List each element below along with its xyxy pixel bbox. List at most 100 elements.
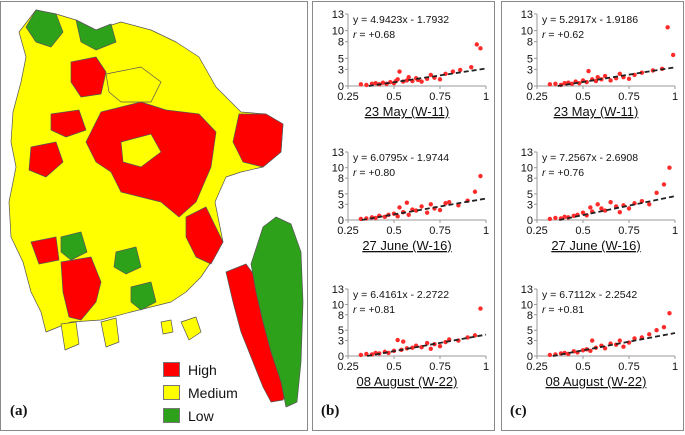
r-label: r = +0.62 [542, 29, 584, 41]
data-point [647, 202, 652, 207]
data-point [406, 212, 411, 217]
data-point [437, 77, 443, 82]
data-point [404, 200, 410, 205]
scatter-chart-c-2: 0 35 810 13 0.25 0.5 0.75 1 y = 7.2567x - 2.6908… [521, 147, 678, 253]
y-tick-label: 3 [527, 64, 533, 76]
legend-swatch-high [163, 362, 180, 377]
data-point [450, 69, 456, 74]
y-tick-label: 5 [527, 189, 533, 201]
data-point [590, 338, 595, 343]
data-point [406, 74, 411, 80]
scatter-chart-c-3: 0 35 810 13 0.25 0.5 0.75 1 y = 6.7112x - 2.2542… [521, 284, 678, 389]
data-point [397, 205, 402, 210]
chart-title: 08 August (W-22) [546, 374, 647, 389]
data-point [599, 206, 604, 211]
map-region-north-low [75, 19, 117, 51]
y-tick-label: 3 [527, 336, 533, 348]
scatter-chart-b-2: 0 35 810 13 0.25 0.5 0.75 1 y = 6.0795x - 1.9744… [332, 147, 489, 253]
x-tick-label: 0.75 [618, 361, 639, 373]
data-point [428, 72, 433, 78]
trend-line [557, 66, 676, 87]
map-region-south-high [30, 236, 60, 265]
r-value: = +0.81 [359, 304, 395, 316]
x-tick-label: 0.25 [526, 361, 547, 373]
data-point [397, 69, 402, 74]
trend-line [368, 67, 487, 87]
data-point [617, 209, 622, 215]
legend-item-low: Low [163, 404, 238, 427]
panel-b-scatter-group: 0 3 5 8 10 13 0.25 0.5 0.75 1 y = 4.9423x - 1.7932… [312, 1, 495, 431]
data-point [661, 182, 667, 187]
equation-label: y = 7.2567x - 2.6908 [542, 152, 638, 164]
data-point [602, 73, 608, 79]
data-point [654, 190, 659, 195]
legend-swatch-medium [163, 385, 180, 400]
legend-label-medium: Medium [188, 384, 238, 401]
y-tick-label: 10 [332, 163, 344, 175]
y-tick-label: 0 [338, 351, 344, 363]
y-tick-label: 10 [521, 299, 533, 311]
data-point [395, 337, 400, 343]
data-point [626, 206, 632, 211]
x-tick-label: 0.5 [575, 361, 590, 373]
map-region-island-3 [100, 317, 120, 348]
y-tick-label: 5 [338, 189, 344, 201]
scatter-chart-b-3: 0 35 810 13 0.25 0.5 0.75 1 y = 6.4161x - 2.2722… [332, 284, 489, 389]
data-point [478, 306, 483, 311]
equation-label: y = 6.7112x - 2.2542 [542, 289, 637, 301]
r-label: r = +0.80 [353, 167, 395, 179]
data-point [667, 165, 672, 170]
panel-label-b: (b) [321, 403, 340, 419]
data-point [661, 324, 667, 330]
data-point [428, 202, 433, 207]
data-point [424, 210, 430, 215]
r-symbol: r [353, 167, 359, 179]
y-tick-label: 5 [527, 53, 533, 65]
data-point [547, 352, 553, 358]
data-point [547, 82, 553, 87]
r-value: = +0.68 [359, 29, 395, 41]
r-symbol: r [542, 167, 548, 179]
r-value: = +0.80 [359, 167, 395, 179]
data-point [595, 74, 600, 80]
y-tick-label: 5 [527, 325, 533, 337]
data-point [380, 80, 386, 85]
y-tick-label: 13 [521, 9, 533, 21]
x-tick-label: 0.5 [575, 225, 590, 237]
data-point [401, 339, 406, 344]
data-point [478, 173, 483, 179]
x-tick-label: 0.75 [618, 225, 639, 237]
chart-title: 23 May (W-11) [554, 104, 639, 119]
map-region-central-low [60, 231, 88, 261]
legend-label-high: High [188, 361, 217, 378]
x-tick-label: 1 [483, 361, 489, 373]
y-tick-label: 8 [527, 310, 533, 322]
data-point [569, 81, 575, 86]
scatter-chart-c-1: 0 35 810 13 0.25 0.5 0.75 1 y = 5.2917x - 1.9186… [521, 9, 678, 119]
map-region-westcentral-high [50, 109, 87, 138]
chart-title: 08 August (W-22) [357, 374, 458, 389]
trend-line [367, 333, 487, 357]
x-tick-label: 1 [483, 91, 489, 103]
risk-map [8, 9, 304, 408]
data-point [413, 208, 419, 213]
y-tick-label: 3 [338, 64, 344, 76]
data-point [404, 78, 410, 83]
r-label: r = +0.76 [542, 167, 584, 179]
data-point [586, 68, 591, 74]
x-tick-label: 1 [483, 225, 489, 237]
data-point [458, 67, 463, 73]
map-region-northwest-low [25, 9, 64, 48]
r-label: r = +0.81 [542, 304, 584, 316]
y-tick-label: 8 [338, 173, 344, 185]
data-point [424, 340, 430, 346]
data-point [437, 344, 443, 349]
y-tick-label: 0 [527, 351, 533, 363]
data-point [617, 338, 622, 343]
data-point [547, 216, 553, 222]
data-point [553, 215, 558, 221]
map-region-southwest-high [60, 256, 102, 321]
data-point [373, 215, 378, 221]
map-region-north-medium [105, 66, 162, 103]
r-value: = +0.62 [548, 29, 584, 41]
